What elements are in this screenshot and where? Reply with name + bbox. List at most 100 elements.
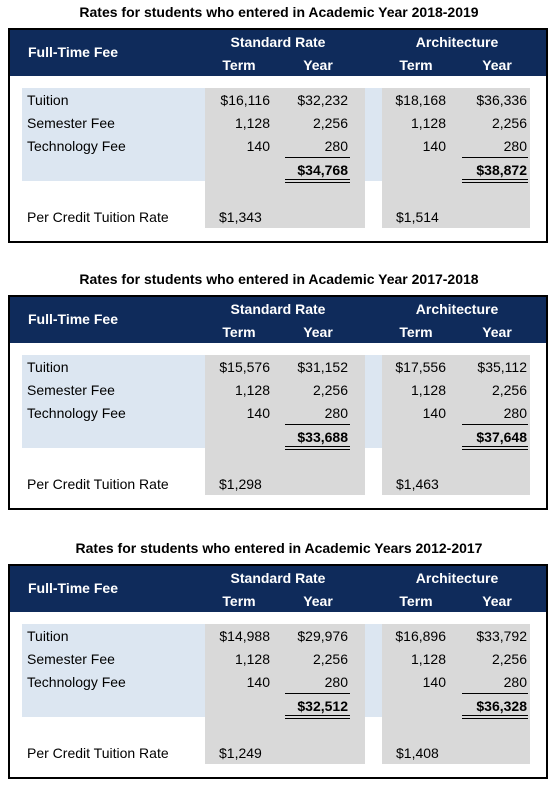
cell-value: 1,128 — [234, 651, 270, 667]
per-credit-value: $1,249 — [219, 745, 262, 761]
cell-value: 140 — [246, 674, 270, 690]
header-fee: Full-Time Fee — [28, 580, 118, 596]
per-credit-label: Per Credit Tuition Rate — [27, 209, 169, 225]
header-group: Architecture — [415, 570, 499, 586]
cell-value: $17,556 — [395, 359, 446, 375]
double-line — [462, 446, 528, 450]
sum-line — [285, 693, 350, 694]
per-credit-value: $1,343 — [219, 209, 262, 225]
table-box — [8, 28, 548, 243]
header-column: Year — [303, 57, 333, 73]
cell-value: 280 — [324, 138, 348, 154]
header-column: Year — [482, 324, 512, 340]
cell-value: 280 — [503, 138, 527, 154]
double-line — [462, 715, 528, 719]
per-credit-label: Per Credit Tuition Rate — [27, 745, 169, 761]
header-group: Standard Rate — [230, 570, 326, 586]
total-value: $33,688 — [297, 429, 348, 445]
row-label: Semester Fee — [27, 651, 115, 667]
cell-value: 2,256 — [312, 651, 348, 667]
section-title: Rates for students who entered in Academ… — [79, 4, 479, 20]
cell-value: $31,152 — [297, 359, 348, 375]
header-group: Architecture — [415, 34, 499, 50]
cell-value: 140 — [246, 138, 270, 154]
row-label: Semester Fee — [27, 382, 115, 398]
column-band — [205, 355, 365, 495]
cell-value: $32,232 — [297, 92, 348, 108]
cell-value: $29,976 — [297, 628, 348, 644]
sum-line — [285, 424, 350, 425]
section-title: Rates for students who entered in Academ… — [75, 540, 483, 556]
cell-value: 140 — [422, 138, 446, 154]
section: Rates for students who entered in Academ… — [0, 536, 558, 786]
sum-line — [285, 157, 350, 158]
header-group: Standard Rate — [230, 301, 326, 317]
cell-value: $33,792 — [476, 628, 527, 644]
table-box — [8, 295, 548, 510]
row-label: Technology Fee — [27, 674, 126, 690]
per-credit-value: $1,463 — [396, 476, 439, 492]
double-line — [462, 179, 528, 183]
per-credit-value: $1,408 — [396, 745, 439, 761]
section: Rates for students who entered in Academ… — [0, 0, 558, 250]
header-group: Standard Rate — [230, 34, 326, 50]
column-band — [382, 624, 530, 764]
cell-value: 1,128 — [234, 382, 270, 398]
cell-value: 2,256 — [491, 115, 527, 131]
total-value: $38,872 — [476, 162, 527, 178]
cell-value: 2,256 — [312, 115, 348, 131]
cell-value: 280 — [324, 674, 348, 690]
cell-value: 2,256 — [491, 382, 527, 398]
cell-value: 2,256 — [312, 382, 348, 398]
double-line — [285, 446, 350, 450]
header-column: Term — [222, 57, 256, 73]
sum-line — [462, 424, 528, 425]
cell-value: $14,988 — [219, 628, 270, 644]
section-title: Rates for students who entered in Academ… — [79, 271, 479, 287]
cell-value: 280 — [503, 405, 527, 421]
per-credit-label: Per Credit Tuition Rate — [27, 476, 169, 492]
cell-value: $36,336 — [476, 92, 527, 108]
cell-value: $35,112 — [477, 359, 527, 375]
column-band — [205, 624, 365, 764]
column-band — [382, 355, 530, 495]
row-label: Technology Fee — [27, 138, 126, 154]
total-value: $32,512 — [297, 698, 348, 714]
header-column: Year — [303, 593, 333, 609]
header-column: Term — [222, 593, 256, 609]
table-box — [8, 564, 548, 779]
header-column: Year — [482, 593, 512, 609]
column-band — [205, 88, 365, 228]
header-column: Term — [222, 324, 256, 340]
header-column: Term — [399, 593, 433, 609]
header-band — [10, 30, 546, 76]
header-band — [10, 566, 546, 612]
cell-value: $16,896 — [395, 628, 446, 644]
header-column: Term — [399, 57, 433, 73]
per-credit-value: $1,514 — [396, 209, 439, 225]
column-band — [382, 88, 530, 228]
header-fee: Full-Time Fee — [28, 311, 118, 327]
cell-value: $15,576 — [219, 359, 270, 375]
cell-value: 1,128 — [410, 651, 446, 667]
cell-value: 2,256 — [491, 651, 527, 667]
total-value: $34,768 — [297, 162, 348, 178]
cell-value: 1,128 — [234, 115, 270, 131]
header-group: Architecture — [415, 301, 499, 317]
row-label: Tuition — [27, 359, 69, 375]
total-value: $37,648 — [476, 429, 527, 445]
sum-line — [462, 693, 528, 694]
per-credit-value: $1,298 — [219, 476, 262, 492]
cell-value: 280 — [324, 405, 348, 421]
section: Rates for students who entered in Academ… — [0, 267, 558, 517]
header-column: Term — [399, 324, 433, 340]
header-column: Year — [303, 324, 333, 340]
cell-value: $16,116 — [220, 92, 270, 108]
total-value: $36,328 — [476, 698, 527, 714]
header-fee: Full-Time Fee — [28, 44, 118, 60]
cell-value: 140 — [422, 674, 446, 690]
sum-line — [462, 157, 528, 158]
cell-value: 280 — [503, 674, 527, 690]
cell-value: $18,168 — [395, 92, 446, 108]
